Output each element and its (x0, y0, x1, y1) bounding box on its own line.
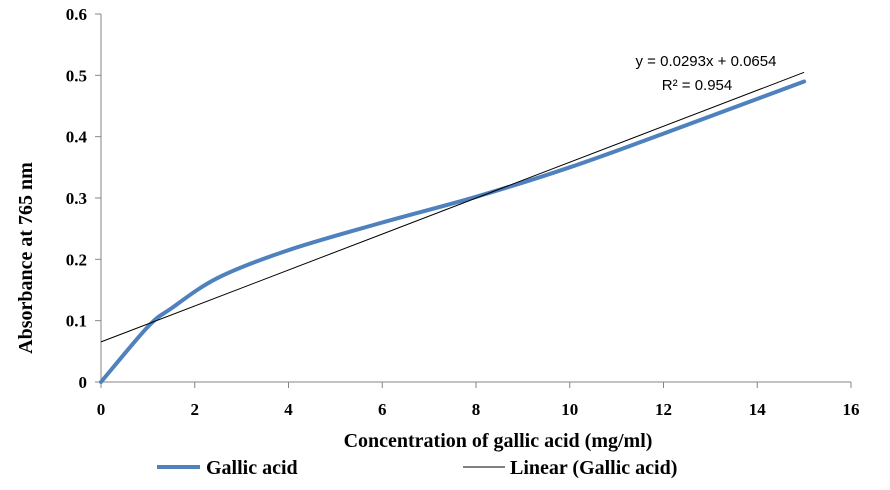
y-tick-label: 0.2 (66, 250, 87, 269)
y-tick-label: 0.5 (66, 66, 87, 85)
y-tick-label: 0.4 (66, 128, 88, 147)
x-tick-label: 10 (561, 400, 578, 419)
trendline-linear (100, 71, 805, 343)
x-tick-label: 0 (97, 400, 106, 419)
y-tick-label: 0.1 (66, 312, 87, 331)
trendline-r-squared: R² = 0.954 (662, 77, 732, 94)
x-tick-label: 2 (191, 400, 200, 419)
y-axis-ticks: 0 0.1 0.2 0.3 0.4 0.5 0.6 (66, 5, 101, 392)
x-tick-label: 16 (843, 400, 860, 419)
trendline-equation: y = 0.0293x + 0.0654 (636, 53, 777, 70)
x-axis-title: Concentration of gallic acid (mg/ml) (344, 430, 653, 452)
y-axis-title: Absorbance at 765 nm (15, 162, 37, 354)
y-tick-label: 0.3 (66, 189, 87, 208)
y-tick-label: 0 (79, 373, 88, 392)
x-tick-label: 6 (378, 400, 387, 419)
legend-label-linear: Linear (Gallic acid) (510, 457, 677, 479)
legend-label-gallic-acid: Gallic acid (206, 457, 298, 479)
x-tick-label: 8 (472, 400, 481, 419)
plot-area (99, 71, 807, 384)
x-axis-ticks: 0 2 4 6 8 10 12 14 16 (97, 382, 860, 419)
x-tick-label: 4 (284, 400, 293, 419)
x-tick-label: 14 (749, 400, 767, 419)
y-tick-label: 0.6 (66, 5, 87, 24)
x-tick-label: 12 (655, 400, 672, 419)
series-line-gallic-acid (99, 79, 807, 384)
legend: Gallic acid Linear (Gallic acid) (157, 457, 677, 479)
